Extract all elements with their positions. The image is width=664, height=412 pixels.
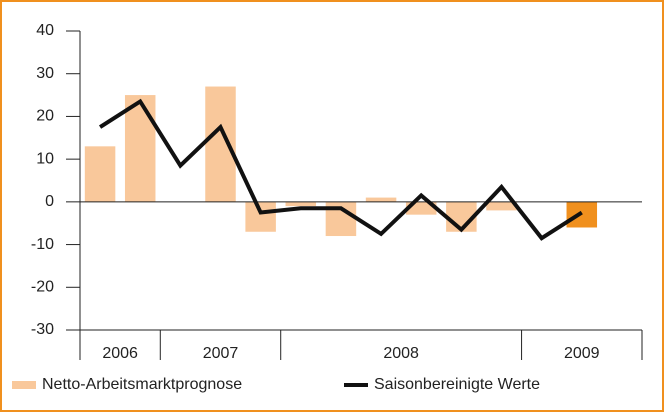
y-tick-label: -20 <box>31 279 54 296</box>
year-label: 2006 <box>102 345 138 362</box>
legend-label: Saisonbereinigte Werte <box>374 376 540 393</box>
y-tick-label: 40 <box>36 22 54 39</box>
year-label: 2008 <box>383 345 419 362</box>
year-label: 2009 <box>564 345 600 362</box>
bar <box>486 201 517 211</box>
line <box>98 98 583 241</box>
y-tick-label: 30 <box>36 65 54 82</box>
bar <box>205 86 236 202</box>
y-tick-label: -10 <box>31 236 54 253</box>
y-tick-label: 20 <box>36 108 54 125</box>
y-tick-label: -30 <box>31 321 54 338</box>
bar <box>285 201 317 207</box>
bar <box>245 201 276 232</box>
year-label: 2007 <box>203 345 239 362</box>
bar <box>365 197 397 202</box>
legend-label: Netto-Arbeitsmarktprognose <box>42 376 242 393</box>
y-tick-label: 10 <box>36 150 54 167</box>
bar <box>84 146 116 202</box>
bar <box>124 95 156 202</box>
y-tick-label: 0 <box>45 193 54 210</box>
